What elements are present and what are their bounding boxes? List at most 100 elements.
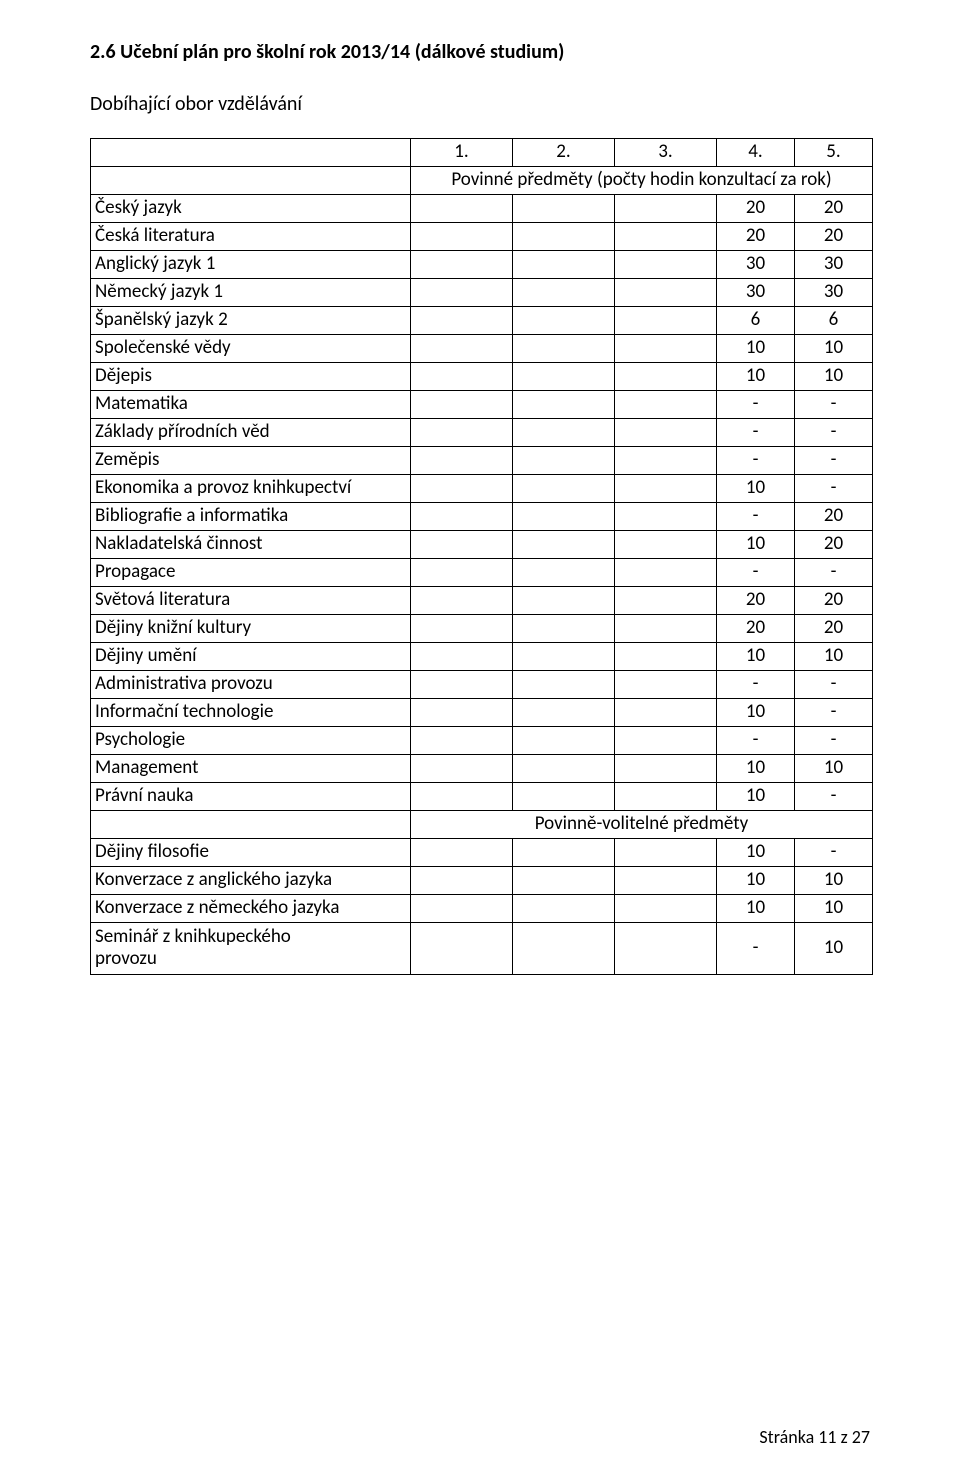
empty-cell: [411, 867, 513, 895]
value-cell: 10: [795, 923, 873, 975]
table-row: Konverzace z anglického jazyka1010: [91, 867, 873, 895]
value-cell: 10: [717, 475, 795, 503]
empty-cell: [615, 699, 717, 727]
empty-cell: [513, 671, 615, 699]
value-cell: -: [795, 839, 873, 867]
empty-cell: [513, 195, 615, 223]
value-cell: 20: [717, 223, 795, 251]
empty-cell: [513, 755, 615, 783]
subject-name: Zeměpis: [91, 447, 411, 475]
value-cell: -: [717, 391, 795, 419]
subject-name: Propagace: [91, 559, 411, 587]
empty-cell: [411, 671, 513, 699]
empty-cell: [513, 279, 615, 307]
table-row: Společenské vědy1010: [91, 335, 873, 363]
table-row: Dějiny umění1010: [91, 643, 873, 671]
table-row: Povinně-volitelné předměty: [91, 811, 873, 839]
subject-name: Společenské vědy: [91, 335, 411, 363]
empty-cell: [615, 783, 717, 811]
subject-name: Německý jazyk 1: [91, 279, 411, 307]
page-heading: 2.6 Učební plán pro školní rok 2013/14 (…: [90, 40, 870, 64]
empty-cell: [411, 839, 513, 867]
table-row: Dějiny knižní kultury2020: [91, 615, 873, 643]
empty-cell: [411, 223, 513, 251]
value-cell: 6: [795, 307, 873, 335]
table-row: Německý jazyk 13030: [91, 279, 873, 307]
value-cell: 10: [795, 867, 873, 895]
empty-cell: [615, 475, 717, 503]
table-row: Matematika--: [91, 391, 873, 419]
empty-cell: [411, 895, 513, 923]
empty-cell: [615, 307, 717, 335]
table-row: Psychologie --: [91, 727, 873, 755]
table-row: Zeměpis--: [91, 447, 873, 475]
value-cell: -: [795, 699, 873, 727]
empty-cell: [615, 559, 717, 587]
table-row: Dějiny filosofie10-: [91, 839, 873, 867]
table-row: Právní nauka10-: [91, 783, 873, 811]
subject-name: Dějiny knižní kultury: [91, 615, 411, 643]
subject-name: Ekonomika a provoz knihkupectví: [91, 475, 411, 503]
value-cell: -: [795, 475, 873, 503]
value-cell: 30: [795, 251, 873, 279]
value-cell: 10: [795, 335, 873, 363]
empty-cell: [513, 335, 615, 363]
empty-cell: [615, 195, 717, 223]
subject-name: Základy přírodních věd: [91, 419, 411, 447]
empty-cell: [615, 391, 717, 419]
subject-name: Seminář z knihkupeckéhoprovozu: [91, 923, 411, 975]
subject-name: Administrativa provozu: [91, 671, 411, 699]
value-cell: 10: [717, 895, 795, 923]
empty-cell: [411, 531, 513, 559]
page-subheading: Dobíhající obor vzdělávání: [90, 92, 870, 116]
value-cell: 20: [795, 503, 873, 531]
subject-name: Psychologie: [91, 727, 411, 755]
empty-cell: [615, 727, 717, 755]
empty-cell: [91, 139, 411, 167]
empty-cell: [513, 531, 615, 559]
empty-cell: [513, 419, 615, 447]
value-cell: -: [795, 391, 873, 419]
subject-name: Český jazyk: [91, 195, 411, 223]
value-cell: 10: [717, 643, 795, 671]
value-cell: 10: [795, 363, 873, 391]
value-cell: 20: [717, 195, 795, 223]
column-header: 4.: [717, 139, 795, 167]
empty-cell: [513, 867, 615, 895]
page: 2.6 Učební plán pro školní rok 2013/14 (…: [0, 0, 960, 1484]
subject-name: Španělský jazyk 2: [91, 307, 411, 335]
value-cell: 10: [717, 531, 795, 559]
value-cell: -: [717, 419, 795, 447]
empty-cell: [615, 615, 717, 643]
value-cell: 30: [795, 279, 873, 307]
empty-cell: [615, 419, 717, 447]
empty-cell: [615, 895, 717, 923]
empty-cell: [615, 279, 717, 307]
empty-cell: [411, 279, 513, 307]
value-cell: -: [795, 727, 873, 755]
value-cell: -: [717, 727, 795, 755]
page-footer: Stránka 11 z 27: [759, 1426, 870, 1448]
empty-cell: [513, 503, 615, 531]
value-cell: -: [795, 559, 873, 587]
empty-cell: [411, 727, 513, 755]
value-cell: -: [717, 559, 795, 587]
value-cell: -: [717, 923, 795, 975]
empty-cell: [411, 615, 513, 643]
empty-cell: [513, 223, 615, 251]
empty-cell: [615, 839, 717, 867]
table-row: 1.2.3.4.5.: [91, 139, 873, 167]
empty-cell: [513, 643, 615, 671]
empty-cell: [91, 811, 411, 839]
value-cell: 10: [795, 755, 873, 783]
table-row: Management1010: [91, 755, 873, 783]
value-cell: 10: [717, 839, 795, 867]
empty-cell: [513, 839, 615, 867]
value-cell: -: [795, 783, 873, 811]
empty-cell: [615, 671, 717, 699]
column-header: 3.: [615, 139, 717, 167]
empty-cell: [615, 363, 717, 391]
empty-cell: [411, 195, 513, 223]
table-row: Povinné předměty (počty hodin konzultací…: [91, 167, 873, 195]
empty-cell: [615, 251, 717, 279]
